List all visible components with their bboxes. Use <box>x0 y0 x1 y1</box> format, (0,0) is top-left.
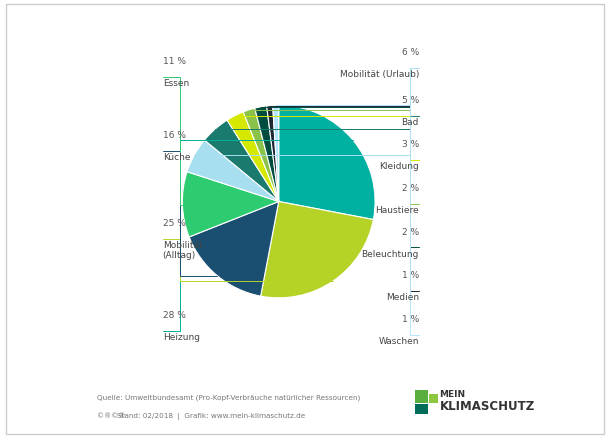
Text: Stand: 02/2018  |  Grafik: www.mein-klimaschutz.de: Stand: 02/2018 | Grafik: www.mein-klimas… <box>117 413 305 420</box>
Text: 1 %: 1 % <box>401 271 419 280</box>
Text: 3 %: 3 % <box>401 140 419 149</box>
Text: Beleuchtung: Beleuchtung <box>362 250 419 259</box>
Text: Kleidung: Kleidung <box>379 162 419 171</box>
Wedge shape <box>204 120 279 201</box>
Text: 6 %: 6 % <box>401 48 419 57</box>
Text: 2 %: 2 % <box>402 184 419 193</box>
Wedge shape <box>273 105 279 201</box>
Text: Mobilität
(Alltag): Mobilität (Alltag) <box>163 241 203 260</box>
Text: 25 %: 25 % <box>163 219 185 228</box>
FancyBboxPatch shape <box>415 390 428 403</box>
Text: ©®©®: ©®©® <box>97 413 126 420</box>
Text: Medien: Medien <box>386 293 419 303</box>
Text: 16 %: 16 % <box>163 131 185 140</box>
Text: MEIN: MEIN <box>439 390 465 399</box>
Wedge shape <box>267 105 279 201</box>
Wedge shape <box>182 172 279 237</box>
Wedge shape <box>243 108 279 201</box>
FancyBboxPatch shape <box>429 394 438 403</box>
Text: 5 %: 5 % <box>401 96 419 105</box>
Text: 1 %: 1 % <box>401 315 419 324</box>
Text: 2 %: 2 % <box>402 227 419 237</box>
Text: Essen: Essen <box>163 79 189 88</box>
Text: KLIMASCHUTZ: KLIMASCHUTZ <box>439 399 535 413</box>
Text: Quelle: Umweltbundesamt (Pro-Kopf-Verbräuche natürlicher Ressourcen): Quelle: Umweltbundesamt (Pro-Kopf-Verbrä… <box>97 394 360 401</box>
Wedge shape <box>227 112 279 201</box>
Text: Heizung: Heizung <box>163 333 199 342</box>
Text: Küche: Küche <box>163 153 190 162</box>
Text: 28 %: 28 % <box>163 311 185 320</box>
Text: Bad: Bad <box>401 118 419 127</box>
Text: Mobilität (Urlaub): Mobilität (Urlaub) <box>340 70 419 79</box>
Wedge shape <box>255 106 279 201</box>
Text: 11 %: 11 % <box>163 57 185 66</box>
Text: Haustiere: Haustiere <box>375 206 419 215</box>
Wedge shape <box>260 201 373 298</box>
Wedge shape <box>187 140 279 201</box>
Wedge shape <box>189 201 279 296</box>
Wedge shape <box>279 105 375 219</box>
Text: Waschen: Waschen <box>378 337 419 346</box>
FancyBboxPatch shape <box>415 404 428 414</box>
